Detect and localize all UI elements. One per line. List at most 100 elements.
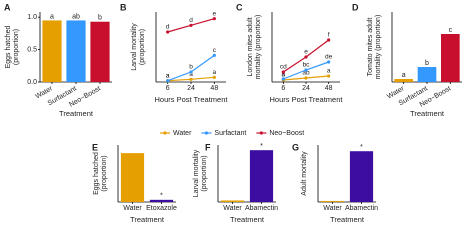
- bar: [349, 151, 374, 202]
- point: [327, 74, 331, 78]
- annotation: c: [449, 27, 453, 34]
- bar: [90, 21, 110, 82]
- x-axis-label: Treatment: [59, 109, 94, 118]
- annotation: a: [166, 72, 170, 79]
- annotation: b: [425, 60, 429, 67]
- x-tick-label: Water: [323, 205, 342, 212]
- x-tick-label: Water: [223, 205, 242, 212]
- x-tick-label: 48: [325, 85, 333, 92]
- annotation: *: [260, 143, 263, 150]
- panel-label: G: [292, 142, 299, 152]
- x-axis-label: Hours Post Treatment: [270, 95, 344, 104]
- y-axis-label: (proportion): [139, 29, 146, 65]
- annotation: de: [325, 54, 333, 61]
- y-axis-label: Larval mortality: [193, 149, 200, 197]
- bar: [320, 200, 345, 202]
- x-tick-label: Water: [123, 205, 142, 212]
- legend-label: Water: [173, 130, 192, 137]
- point: [327, 60, 331, 64]
- x-axis-label: Treatment: [230, 215, 265, 224]
- point: [166, 30, 170, 34]
- annotation: f: [328, 32, 330, 39]
- point: [212, 53, 216, 57]
- annotation: e: [213, 10, 217, 17]
- bar: [42, 20, 62, 82]
- y-axis-label: mortality (proportion): [375, 15, 382, 80]
- annotation: d: [189, 17, 193, 24]
- annotation: a: [50, 13, 54, 20]
- x-tick-label: Abamectin: [245, 205, 278, 212]
- y-axis-label: Tomato mites adult: [367, 18, 374, 77]
- annotation: a: [213, 69, 217, 76]
- point: [304, 55, 308, 59]
- y-tick-label: 1.0: [27, 14, 37, 21]
- point: [327, 38, 331, 42]
- point: [212, 17, 216, 21]
- legend-dot: [259, 131, 263, 135]
- annotation: a: [189, 71, 193, 78]
- legend-dot: [204, 131, 209, 135]
- x-axis-label: Hours Post Treatment: [155, 95, 229, 104]
- annotation: b: [98, 15, 102, 22]
- legend-label: Neo−Boost: [269, 130, 304, 137]
- annotation: *: [360, 144, 363, 151]
- bar: [66, 20, 86, 82]
- x-axis-label: Treatment: [130, 215, 165, 224]
- point: [281, 70, 285, 74]
- panel-label: F: [205, 142, 211, 152]
- point: [212, 75, 216, 79]
- y-axis-label: Larval mortality: [131, 23, 138, 71]
- annotation: a: [282, 72, 286, 79]
- y-axis-label: London mites adult: [247, 17, 254, 76]
- point: [189, 70, 193, 74]
- bar: [441, 34, 460, 82]
- bar: [417, 67, 437, 82]
- y-tick-label: 0.5: [27, 46, 37, 53]
- y-axis-label: Eggs hatched: [93, 152, 100, 195]
- annotation: ab: [72, 13, 80, 20]
- y-axis-label: (proportion): [201, 155, 208, 191]
- annotation: ab: [302, 70, 310, 77]
- y-tick-label: 0.0: [27, 79, 37, 86]
- x-axis-label: Treatment: [410, 109, 445, 118]
- y-axis-label: (proportion): [101, 155, 108, 191]
- x-tick-label: 24: [302, 85, 310, 92]
- point: [189, 23, 193, 27]
- panel-label: D: [352, 2, 359, 12]
- annotation: e: [304, 49, 308, 56]
- legend-dot: [163, 131, 167, 135]
- annotation: a: [282, 71, 286, 78]
- annotation: c: [213, 47, 217, 54]
- annotation: d: [166, 24, 170, 31]
- y-axis-label: mortality (proportion): [255, 15, 262, 80]
- annotation: a: [402, 72, 406, 79]
- panel-label: B: [120, 2, 127, 12]
- annotation: cd: [280, 64, 287, 71]
- point: [304, 68, 308, 72]
- point: [304, 76, 308, 80]
- point: [166, 79, 170, 83]
- y-axis-label: Eggs hatched: [5, 25, 12, 68]
- annotation: bc: [303, 62, 311, 69]
- annotation: a: [327, 68, 331, 75]
- point: [189, 77, 193, 81]
- panel-label: A: [4, 2, 11, 12]
- x-axis-label: Treatment: [330, 215, 365, 224]
- bar: [220, 200, 245, 202]
- x-tick-label: 48: [210, 85, 218, 92]
- bar: [149, 199, 174, 202]
- annotation: b: [189, 64, 193, 71]
- x-tick-label: 24: [187, 85, 195, 92]
- y-axis-label: Adult mortality: [301, 151, 308, 196]
- bar: [394, 79, 413, 82]
- legend-label: Surfactant: [214, 130, 246, 137]
- panel-label: E: [92, 142, 98, 152]
- annotation: a: [166, 72, 170, 79]
- x-tick-label: Abamectin: [345, 205, 378, 212]
- x-tick-label: 6: [166, 85, 170, 92]
- bar: [120, 153, 145, 202]
- annotation: *: [160, 193, 163, 200]
- bar: [249, 150, 274, 202]
- x-tick-label: 6: [281, 85, 285, 92]
